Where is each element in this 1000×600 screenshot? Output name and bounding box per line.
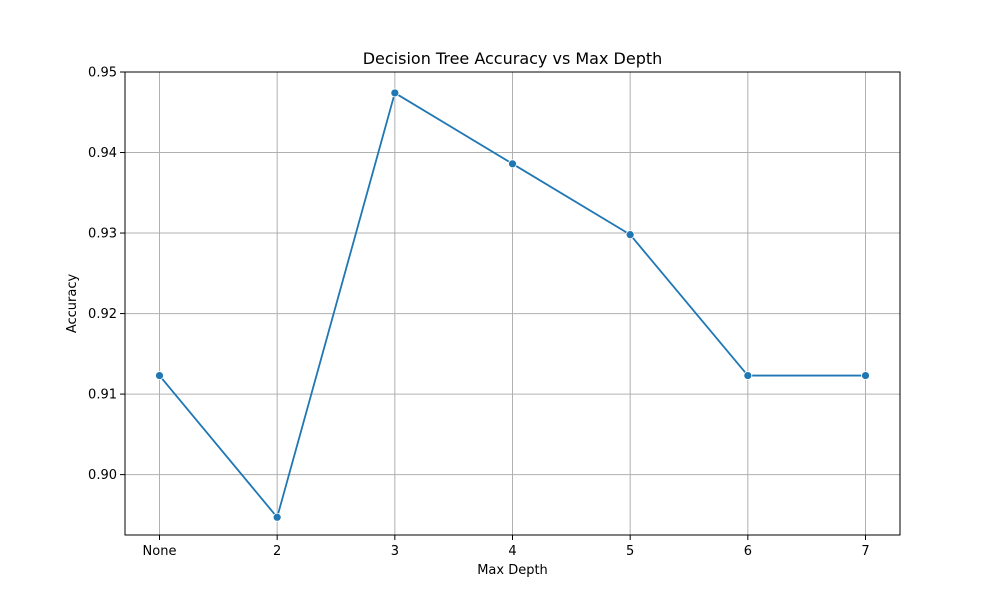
data-point [861, 371, 870, 380]
x-tick-label: 4 [508, 544, 516, 559]
data-point [272, 512, 282, 522]
y-axis-title: Accuracy [65, 274, 80, 334]
y-tick-label: 0.95 [88, 66, 117, 81]
y-tick-label: 0.91 [88, 388, 117, 403]
x-tick-label: 6 [744, 544, 752, 559]
data-point [743, 371, 753, 380]
data-point [625, 230, 635, 240]
y-tick-label: 0.94 [88, 146, 117, 161]
y-tick-label: 0.92 [88, 307, 117, 322]
y-tick-label: 0.90 [88, 468, 117, 483]
x-axis-title: Max Depth [477, 563, 548, 578]
data-point [508, 159, 517, 169]
x-tick-label: 3 [391, 544, 399, 559]
series-layer [155, 88, 870, 522]
x-tick-label: 5 [626, 544, 634, 559]
data-point [390, 88, 400, 98]
axis-ticks: None 2 3 4 5 6 7 0.90 0.91 0.92 0.93 0.94 0.95 [88, 66, 870, 560]
chart-title: Decision Tree Accuracy vs Max Depth [363, 49, 663, 68]
y-tick-label: 0.93 [88, 227, 117, 242]
x-tick-label: 7 [861, 544, 869, 559]
grid-lines [125, 71, 900, 535]
data-point [155, 371, 164, 380]
x-tick-label: None [143, 544, 177, 559]
x-tick-label: 2 [273, 544, 281, 559]
